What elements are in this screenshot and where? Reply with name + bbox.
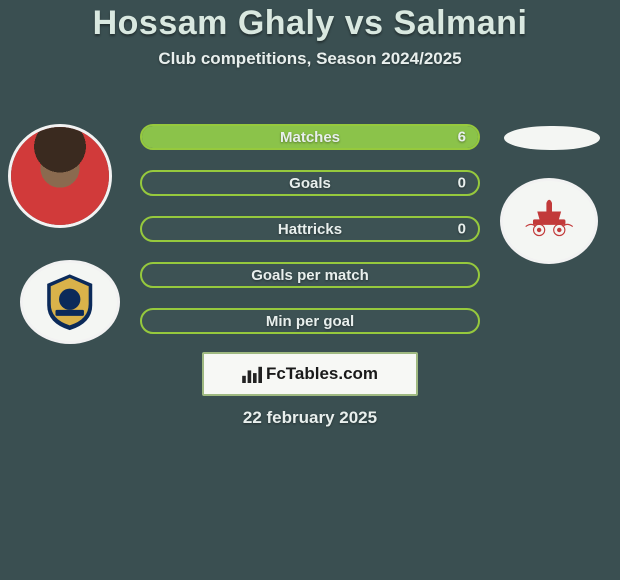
stat-label: Goals xyxy=(289,175,331,192)
stat-label: Min per goal xyxy=(266,313,354,330)
stat-label: Hattricks xyxy=(278,221,342,238)
stat-value: 6 xyxy=(458,129,466,146)
tractor-crest-icon xyxy=(517,193,581,249)
al-nassr-crest-icon xyxy=(34,272,105,331)
page-title: Hossam Ghaly vs Salmani xyxy=(0,0,620,43)
player-head-icon xyxy=(11,127,109,225)
stat-value: 0 xyxy=(458,221,466,238)
stat-bars: Matches 6 Goals 0 Hattricks 0 Goals per … xyxy=(140,124,480,354)
club-left-crest xyxy=(20,260,120,344)
club-right-crest xyxy=(500,178,598,264)
page-subtitle: Club competitions, Season 2024/2025 xyxy=(0,49,620,69)
stat-label: Goals per match xyxy=(251,267,369,284)
logo-text: FcTables.com xyxy=(266,364,378,384)
stat-value: 0 xyxy=(458,175,466,192)
stat-bar-goals-per-match: Goals per match xyxy=(140,262,480,288)
stat-bar-matches: Matches 6 xyxy=(140,124,480,150)
fctables-logo: FcTables.com xyxy=(202,352,418,396)
player-left-avatar xyxy=(8,124,112,228)
stat-label: Matches xyxy=(280,129,340,146)
stat-bar-hattricks: Hattricks 0 xyxy=(140,216,480,242)
footer-date: 22 february 2025 xyxy=(0,408,620,428)
bar-chart-icon xyxy=(242,365,264,383)
stat-bar-goals: Goals 0 xyxy=(140,170,480,196)
player-right-avatar xyxy=(504,126,600,150)
stat-bar-min-per-goal: Min per goal xyxy=(140,308,480,334)
